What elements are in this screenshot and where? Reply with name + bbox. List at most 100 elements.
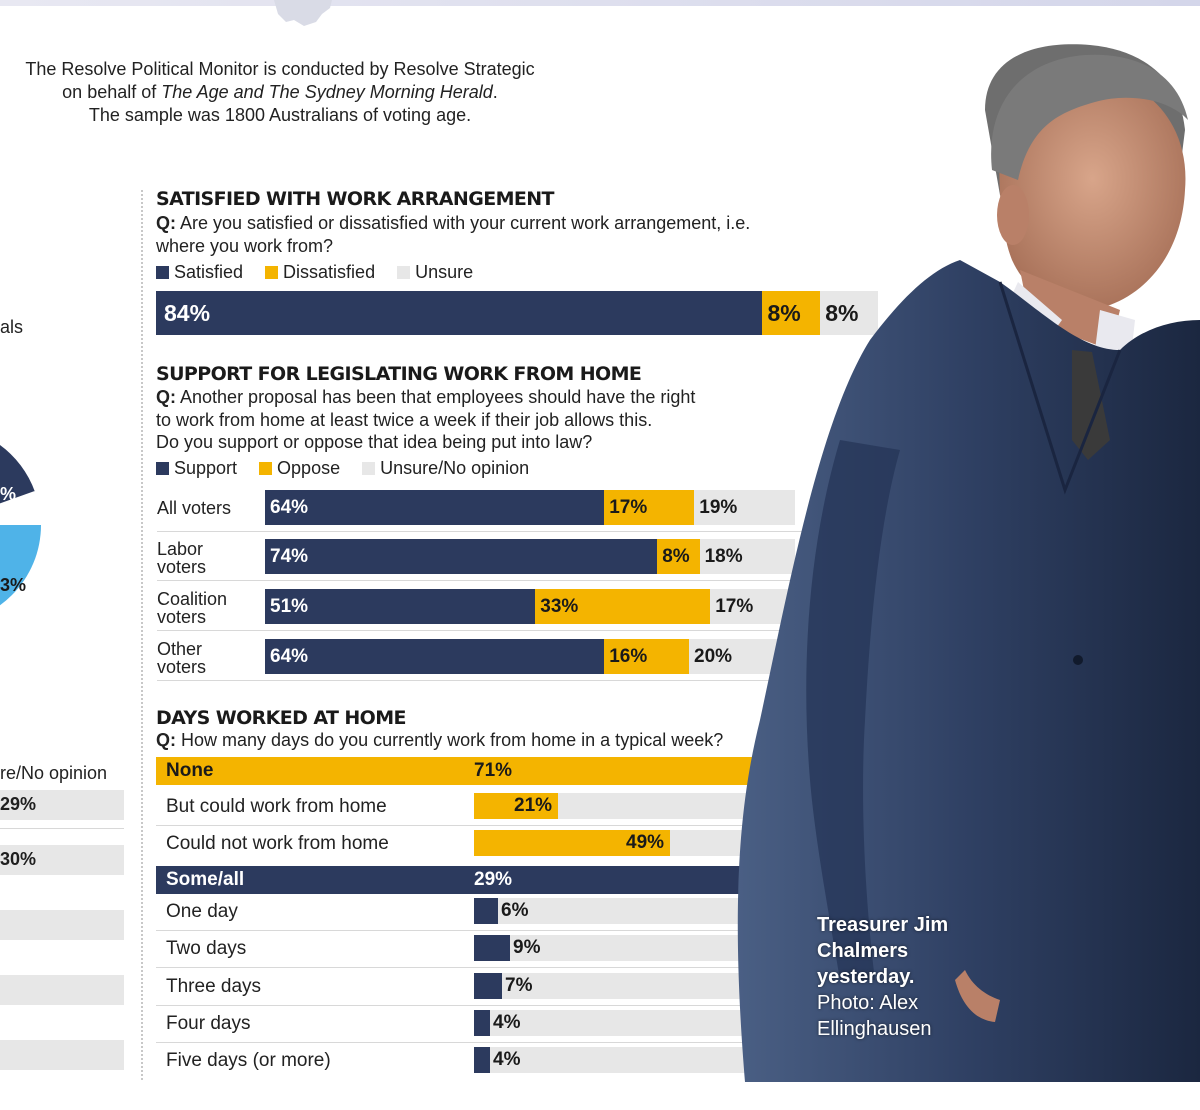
header-label-none: None (166, 760, 214, 781)
bar-segment-unsure-no-opinion: 18% (699, 539, 795, 574)
day-label-four-days: Four days (166, 1013, 251, 1034)
legend-item-unsure-opinion: Unsure/No opinion (362, 458, 529, 479)
bar-segment-oppose: 17% (604, 490, 695, 525)
stacked-bar-other: 64% 16% 20% (265, 639, 795, 674)
row-separator (156, 825, 756, 826)
methodology-note: The Resolve Political Monitor is conduct… (0, 58, 560, 127)
legend-item-dissatisfied: Dissatisfied (265, 262, 375, 283)
bar-track-one-day (474, 898, 754, 924)
photo-caption: Treasurer Jim Chalmers yesterday. Photo:… (817, 912, 948, 1042)
row-label-labor: Labor voters (157, 540, 206, 576)
caption-line-5: Ellinghausen (817, 1018, 932, 1040)
bar-value-could-not-work-from-home: 49% (626, 832, 665, 853)
section-title-days: DAYS WORKED AT HOME (156, 707, 406, 729)
row-label-line-1: All voters (157, 498, 232, 518)
day-label-two-days: Two days (166, 938, 247, 959)
row-label-line-2: voters (157, 557, 207, 577)
bar-segment-satisfied: 84% (156, 291, 763, 335)
row-label-line-2: voters (157, 607, 207, 627)
legend-item-unsure: Unsure (397, 262, 473, 283)
bar-value-one-day: 6% (501, 900, 529, 921)
bar-segment-support: 51% (265, 589, 536, 624)
column-divider (141, 190, 143, 1080)
cropped-bar-1-value: 29% (0, 794, 37, 814)
row-separator (156, 967, 756, 968)
day-label-but-could-work-from-home: But could work from home (166, 796, 387, 817)
cropped-pie-chart (0, 445, 41, 606)
legend-support: Support Oppose Unsure/No opinion (156, 458, 529, 479)
row-separator (156, 930, 756, 931)
legend-satisfied: Satisfied Dissatisfied Unsure (156, 262, 473, 283)
cropped-bar-3 (0, 910, 124, 940)
row-separator (156, 1005, 756, 1006)
cropped-legend-label: re/No opinion (0, 763, 108, 783)
bar-five-days-or-more (474, 1047, 490, 1073)
bar-segment-support: 64% (265, 639, 605, 674)
row-label-coalition: Coalition voters (157, 590, 227, 626)
header-band-none (156, 757, 776, 785)
bar-segment-unsure: 8% (820, 291, 878, 335)
question-support: Q: Another proposal has been that employ… (156, 386, 796, 454)
row-label-all-voters: All voters (157, 499, 231, 517)
header-band-some-all (156, 866, 776, 894)
caption-line-4: Photo: Alex (817, 992, 919, 1014)
legend-item-support: Support (156, 458, 237, 479)
stacked-bar-satisfied: 84% 8% 8% (156, 291, 878, 335)
row-label-other: Other voters (157, 640, 206, 676)
legend-item-satisfied: Satisfied (156, 262, 243, 283)
bar-but-could-work-from-home (474, 793, 558, 819)
bar-value-three-days: 7% (505, 975, 533, 996)
legend-swatch-satisfied (156, 266, 169, 279)
row-separator (156, 1042, 756, 1043)
bar-segment-oppose: 33% (535, 589, 711, 624)
legend-swatch-dissatisfied (265, 266, 279, 279)
bar-track-three-days (474, 973, 754, 999)
header-value-none: 71% (474, 760, 513, 781)
bar-segment-support: 74% (265, 539, 658, 574)
bar-track-five-days-or-more (474, 1047, 754, 1073)
caption-line-2: Chalmers (817, 940, 909, 962)
cropped-label-als: als (0, 317, 24, 337)
bar-three-days (474, 973, 502, 999)
row-label-line-1: Other (157, 639, 203, 659)
section-title-satisfied: SATISFIED WITH WORK ARRANGEMENT (156, 188, 555, 210)
bar-value-two-days: 9% (513, 937, 541, 958)
bar-value-five-days-or-more: 4% (493, 1049, 521, 1070)
bar-four-days (474, 1010, 490, 1036)
stacked-bar-all-voters: 64% 17% 19% (265, 490, 795, 525)
bar-track-two-days (474, 935, 754, 961)
header-value-some-all: 29% (474, 869, 513, 890)
bar-segment-oppose: 8% (657, 539, 700, 574)
pie-slice-label-top: % (0, 484, 17, 504)
legend-item-oppose: Oppose (259, 458, 340, 479)
question-satisfied: Q: Are you satisfied or dissatisfied wit… (156, 213, 751, 256)
cropped-bar-2-value: 30% (0, 849, 37, 869)
stacked-bar-labor: 74% 8% 18% (265, 539, 795, 574)
row-separator (157, 580, 827, 581)
day-label-one-day: One day (166, 901, 238, 922)
day-label-three-days: Three days (166, 976, 262, 997)
row-separator (157, 630, 827, 631)
cropped-bar-1 (0, 790, 124, 820)
cropped-bar-4 (0, 975, 124, 1005)
cropped-bar-5 (0, 1040, 124, 1070)
question-support-line-3: Do you support or oppose that idea being… (156, 432, 593, 452)
row-label-line-1: Labor (157, 539, 204, 559)
question-days: Q: How many days do you currently work f… (156, 730, 724, 750)
bar-segment-unsure-no-opinion: 19% (694, 490, 795, 525)
legend-swatch-support (156, 462, 169, 475)
bar-value-four-days: 4% (493, 1012, 521, 1033)
methodology-line-3: The sample was 1800 Australians of votin… (88, 105, 472, 125)
day-label-could-not-work-from-home: Could not work from home (166, 833, 389, 854)
cropped-bar-2 (0, 845, 124, 875)
methodology-line-1: The Resolve Political Monitor is conduct… (25, 59, 535, 79)
bar-segment-oppose: 16% (604, 639, 689, 674)
bar-segment-support: 64% (265, 490, 605, 525)
caption-line-3: yesterday. (817, 966, 915, 988)
row-label-line-1: Coalition (157, 589, 228, 609)
bar-could-not-work-from-home (474, 830, 670, 856)
person-photo (737, 44, 1200, 1082)
row-separator (157, 680, 827, 681)
bar-value-but-could-work-from-home: 21% (514, 795, 553, 816)
header-label-some-all: Some/all (166, 869, 245, 890)
